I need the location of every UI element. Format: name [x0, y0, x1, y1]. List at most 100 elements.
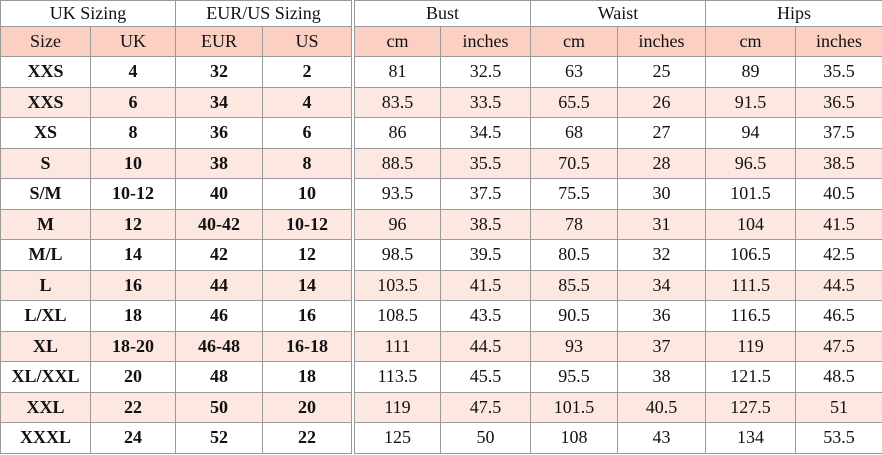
data-row: 108.5 43.5 90.5 36 116.5 46.5 [354, 300, 882, 332]
cell: XL/XXL [0, 361, 91, 393]
group-header: UK Sizing [0, 0, 176, 27]
cell: 38 [617, 361, 707, 393]
data-row: M 12 40-42 10-12 [0, 208, 353, 240]
cell: L/XL [0, 300, 91, 332]
column-row: Size UK EUR US [0, 26, 353, 57]
cell: 119 [705, 330, 797, 362]
cell: 104 [705, 208, 797, 240]
cell: 46-48 [175, 330, 263, 362]
cell: 95.5 [530, 361, 619, 393]
data-row: L 16 44 14 [0, 269, 353, 301]
cell: 8 [261, 147, 353, 179]
data-row: L/XL 18 46 16 [0, 300, 353, 332]
data-row: 96 38.5 78 31 104 41.5 [354, 208, 882, 240]
cell: 101.5 [530, 391, 619, 423]
cell: 39.5 [439, 239, 532, 271]
cell: 14 [90, 239, 176, 271]
cell: 8 [90, 117, 176, 149]
cell: 41.5 [439, 269, 532, 301]
cell: XXL [0, 391, 91, 423]
cell: XL [0, 330, 91, 362]
cell: 22 [90, 391, 176, 423]
cell: 134 [705, 422, 797, 454]
cell: 36 [175, 117, 263, 149]
data-row: 88.5 35.5 70.5 28 96.5 38.5 [354, 147, 882, 179]
cell: 75.5 [530, 178, 619, 210]
cell: 101.5 [705, 178, 797, 210]
cell: 36 [617, 300, 707, 332]
cell: 96 [354, 208, 441, 240]
data-row: XS 8 36 6 [0, 117, 353, 149]
cell: 108.5 [354, 300, 441, 332]
measurement-table: Bust Waist Hips cm inches cm inches cm inches 81 3… [353, 0, 882, 454]
data-row: M/L 14 42 12 [0, 239, 353, 271]
cell: 18 [90, 300, 176, 332]
cell: 103.5 [354, 269, 441, 301]
data-row: 113.5 45.5 95.5 38 121.5 48.5 [354, 361, 882, 393]
data-row: XXS 6 34 4 [0, 86, 353, 118]
cell: 37.5 [439, 178, 532, 210]
cell: 16 [261, 300, 353, 332]
cell: L [0, 269, 91, 301]
cell: 2 [261, 56, 353, 88]
cell: XS [0, 117, 91, 149]
cell: 41.5 [795, 208, 882, 240]
cell: 40-42 [175, 208, 263, 240]
cell: 46 [175, 300, 263, 332]
cell: M [0, 208, 91, 240]
cell: 116.5 [705, 300, 797, 332]
group-header: EUR/US Sizing [174, 0, 353, 27]
cell: 98.5 [354, 239, 441, 271]
cell: 26 [617, 86, 707, 118]
cell: 38.5 [439, 208, 532, 240]
cell: 34.5 [439, 117, 532, 149]
data-row: 86 34.5 68 27 94 37.5 [354, 117, 882, 149]
cell: 50 [175, 391, 263, 423]
cell: 47.5 [795, 330, 882, 362]
data-row: 119 47.5 101.5 40.5 127.5 51 [354, 391, 882, 423]
cell: 42.5 [795, 239, 882, 271]
cell: 111 [354, 330, 441, 362]
cell: 20 [261, 391, 353, 423]
cell: 111.5 [705, 269, 797, 301]
column-header: EUR [175, 26, 263, 57]
data-row: 81 32.5 63 25 89 35.5 [354, 56, 882, 88]
cell: 94 [705, 117, 797, 149]
column-header: inches [617, 26, 707, 57]
cell: 96.5 [705, 147, 797, 179]
cell: 40.5 [617, 391, 707, 423]
cell: 33.5 [439, 86, 532, 118]
column-header: inches [439, 26, 532, 57]
cell: 32.5 [439, 56, 532, 88]
cell: S [0, 147, 91, 179]
data-row: 103.5 41.5 85.5 34 111.5 44.5 [354, 269, 882, 301]
cell: 4 [90, 56, 176, 88]
cell: 80.5 [530, 239, 619, 271]
cell: 43 [617, 422, 707, 454]
cell: 70.5 [530, 147, 619, 179]
cell: 27 [617, 117, 707, 149]
column-header: cm [705, 26, 797, 57]
cell: 85.5 [530, 269, 619, 301]
group-header: Waist [530, 0, 707, 27]
cell: 18 [261, 361, 353, 393]
cell: 121.5 [705, 361, 797, 393]
data-row: S/M 10-12 40 10 [0, 178, 353, 210]
cell: 48 [175, 361, 263, 393]
cell: 113.5 [354, 361, 441, 393]
cell: 43.5 [439, 300, 532, 332]
cell: 12 [261, 239, 353, 271]
cell: 40 [175, 178, 263, 210]
data-row: 125 50 108 43 134 53.5 [354, 422, 882, 454]
cell: 18-20 [90, 330, 176, 362]
cell: XXS [0, 86, 91, 118]
cell: 34 [175, 86, 263, 118]
data-row: XL/XXL 20 48 18 [0, 361, 353, 393]
cell: XXS [0, 56, 91, 88]
cell: 48.5 [795, 361, 882, 393]
data-row: 111 44.5 93 37 119 47.5 [354, 330, 882, 362]
cell: 46.5 [795, 300, 882, 332]
cell: 88.5 [354, 147, 441, 179]
cell: 35.5 [439, 147, 532, 179]
